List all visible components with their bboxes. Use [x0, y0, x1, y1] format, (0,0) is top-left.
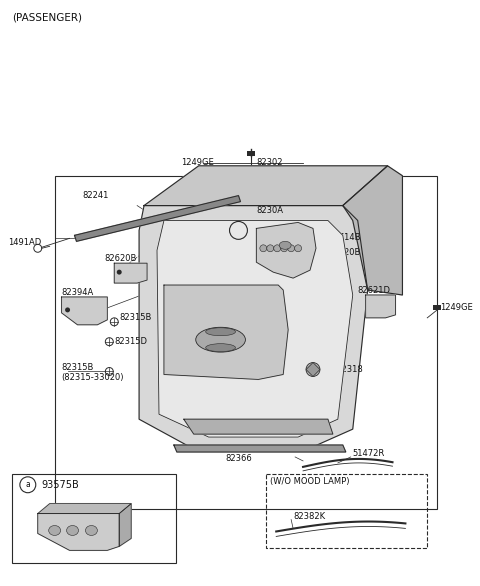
Circle shape	[281, 245, 288, 252]
Polygon shape	[256, 223, 316, 278]
Text: 1249GE: 1249GE	[181, 158, 214, 168]
Text: 82315D: 82315D	[114, 337, 147, 346]
Ellipse shape	[85, 526, 97, 536]
Text: 82382K: 82382K	[293, 512, 325, 521]
Text: 1249GE: 1249GE	[440, 304, 473, 312]
Text: (82315-33020): (82315-33020)	[61, 373, 124, 382]
Text: 1491AD: 1491AD	[8, 238, 41, 247]
Bar	[266, 474, 427, 548]
Polygon shape	[184, 419, 333, 434]
Bar	[12, 474, 176, 563]
Polygon shape	[157, 220, 353, 437]
Text: 82302: 82302	[256, 158, 283, 168]
Bar	[247, 151, 255, 156]
Ellipse shape	[48, 526, 60, 536]
Text: (PASSENGER): (PASSENGER)	[12, 13, 82, 23]
Text: a: a	[25, 481, 30, 489]
Polygon shape	[164, 285, 288, 380]
Ellipse shape	[196, 327, 245, 352]
Circle shape	[274, 245, 281, 252]
Polygon shape	[38, 513, 119, 550]
Circle shape	[267, 245, 274, 252]
Text: (W/O MOOD LAMP): (W/O MOOD LAMP)	[270, 477, 350, 486]
Circle shape	[117, 270, 122, 275]
Circle shape	[295, 245, 301, 252]
Polygon shape	[366, 295, 396, 318]
Bar	[55, 176, 437, 509]
Text: 82315B: 82315B	[61, 363, 94, 372]
Ellipse shape	[67, 526, 79, 536]
Polygon shape	[114, 263, 147, 283]
Text: 82621D: 82621D	[358, 285, 391, 295]
Polygon shape	[144, 166, 387, 206]
Polygon shape	[74, 196, 240, 241]
Text: 93575B: 93575B	[42, 480, 80, 490]
Text: 82394A: 82394A	[61, 288, 94, 297]
Polygon shape	[343, 166, 402, 295]
Text: P82318: P82318	[331, 365, 362, 374]
Polygon shape	[38, 503, 131, 513]
Circle shape	[260, 245, 267, 252]
Polygon shape	[174, 445, 346, 452]
Circle shape	[65, 308, 70, 312]
Circle shape	[306, 363, 320, 376]
Circle shape	[288, 245, 295, 252]
Polygon shape	[306, 363, 320, 376]
Bar	[433, 305, 441, 310]
Text: 82620B: 82620B	[104, 254, 137, 263]
Text: 82366: 82366	[225, 454, 252, 464]
Text: 83714B: 83714B	[328, 233, 360, 242]
Text: 82720B: 82720B	[328, 248, 360, 257]
Polygon shape	[119, 503, 131, 546]
Ellipse shape	[279, 241, 291, 249]
Ellipse shape	[206, 328, 236, 336]
Text: 8230A: 8230A	[256, 206, 283, 215]
Polygon shape	[61, 297, 108, 325]
Text: 82241: 82241	[83, 191, 109, 200]
Text: 82315B: 82315B	[119, 314, 152, 322]
Polygon shape	[139, 206, 368, 449]
Text: a: a	[236, 226, 241, 235]
Ellipse shape	[206, 343, 236, 352]
Text: 51472R: 51472R	[353, 449, 385, 458]
